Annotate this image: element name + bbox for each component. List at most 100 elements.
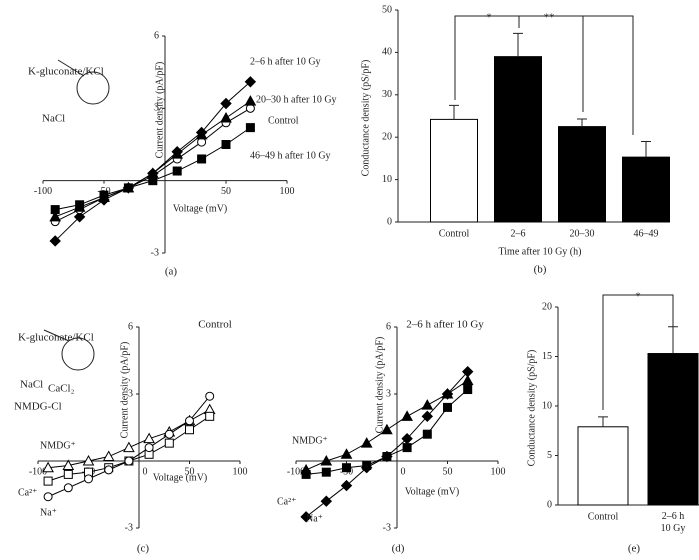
point <box>220 111 232 123</box>
x-tick-label: Control <box>439 228 470 239</box>
y-tick-label: 3 <box>128 388 133 399</box>
point <box>220 97 232 110</box>
point <box>244 76 257 88</box>
point <box>381 450 393 463</box>
x-tick-label: -100 <box>34 186 52 197</box>
x-axis-label: Voltage (mV) <box>405 486 460 497</box>
x-tick-label: Control <box>588 511 619 522</box>
point <box>421 410 434 423</box>
x-tick-label: 100 <box>280 186 295 197</box>
annotation: CaCl₂ <box>48 383 75 395</box>
y-tick-label: 40 <box>382 47 392 58</box>
x-tick-label: 100 <box>233 466 248 477</box>
point <box>443 402 452 412</box>
point <box>143 432 155 444</box>
point <box>144 443 154 453</box>
series-label: 2–6 h after 10 Gy <box>250 56 321 67</box>
y-tick-label: 30 <box>382 89 392 100</box>
point <box>402 443 412 453</box>
series-label: Ca²⁺ <box>277 496 296 507</box>
point <box>320 454 333 466</box>
point <box>342 463 351 473</box>
significance-bracket <box>454 15 634 135</box>
point <box>340 479 353 492</box>
point <box>42 461 54 473</box>
y-axis-label: Current density (pA/pF) <box>119 342 130 439</box>
series-label: Ca²⁺ <box>18 487 37 498</box>
point <box>321 467 331 477</box>
point <box>63 469 73 479</box>
point <box>244 95 257 106</box>
point <box>421 399 434 410</box>
point <box>171 148 184 159</box>
bar <box>430 118 478 223</box>
y-tick-label: -3 <box>151 247 159 258</box>
point <box>102 450 115 462</box>
point <box>301 469 311 479</box>
annotation: * <box>635 291 641 303</box>
point <box>205 391 215 401</box>
error-bar <box>513 32 523 57</box>
point <box>148 176 158 186</box>
x-tick-label: 2–6 h 10 Gy <box>661 511 686 534</box>
error-bar <box>641 140 651 158</box>
x-axis-label: Voltage (mV) <box>153 472 208 483</box>
y-tick-label: -3 <box>125 522 133 533</box>
series-label: 46–49 h after 10 Gy <box>250 150 331 161</box>
point <box>75 200 85 210</box>
y-tick-label: 6 <box>128 321 133 332</box>
annotation: * <box>486 12 492 24</box>
annotation: NaCl <box>42 113 65 125</box>
point <box>123 441 135 453</box>
point <box>50 205 60 215</box>
x-tick-label: 20–30 <box>570 228 595 239</box>
panel-label: (a) <box>165 266 178 278</box>
annotation: ** <box>544 12 555 24</box>
point <box>99 190 109 200</box>
series-label: NMDG⁺ <box>292 435 328 446</box>
point <box>381 423 393 435</box>
y-tick-label: 10 <box>382 174 392 185</box>
point <box>300 511 312 523</box>
point <box>360 437 373 448</box>
point <box>164 438 174 448</box>
x-tick-label: 46–49 <box>634 228 659 239</box>
y-tick-label: 3 <box>154 103 159 114</box>
y-axis-label: Current density (pA/pF) <box>154 62 165 159</box>
series-label: 20–30 h after 10 Gy <box>256 94 337 105</box>
y-axis-label: Conductance density (pS/pF) <box>526 350 537 467</box>
point <box>63 483 73 493</box>
bar <box>647 353 699 506</box>
error-bar <box>577 118 587 127</box>
series-label: Control <box>268 115 299 126</box>
x-tick-label: -100 <box>29 466 47 477</box>
x-tick-label: 50 <box>221 186 231 197</box>
point <box>245 123 255 133</box>
y-tick-label: 6 <box>386 321 391 332</box>
panel-label: (b) <box>534 264 547 276</box>
x-axis-label: Time after 10 Gy (h) <box>499 246 582 257</box>
point <box>43 476 53 486</box>
point <box>441 388 454 400</box>
point <box>401 432 413 445</box>
x-tick-label: 50 <box>443 466 453 477</box>
error-bar <box>668 326 678 354</box>
x-tick-label: 0 <box>401 466 406 477</box>
y-tick-label: 0 <box>387 216 392 227</box>
point <box>82 454 95 466</box>
x-tick-label: -100 <box>287 466 305 477</box>
y-tick-label: 5 <box>547 450 552 461</box>
point <box>463 385 473 395</box>
y-axis-label: Conductance density (pS/pF) <box>360 60 371 177</box>
point <box>461 365 474 378</box>
point <box>205 411 215 421</box>
bar <box>622 156 670 223</box>
series-label: NMDG⁺ <box>40 440 76 451</box>
point <box>185 416 194 426</box>
point <box>49 210 62 222</box>
point <box>360 461 373 474</box>
bar <box>494 56 542 223</box>
point <box>43 492 53 502</box>
x-axis-label: Voltage (mV) <box>173 203 228 214</box>
